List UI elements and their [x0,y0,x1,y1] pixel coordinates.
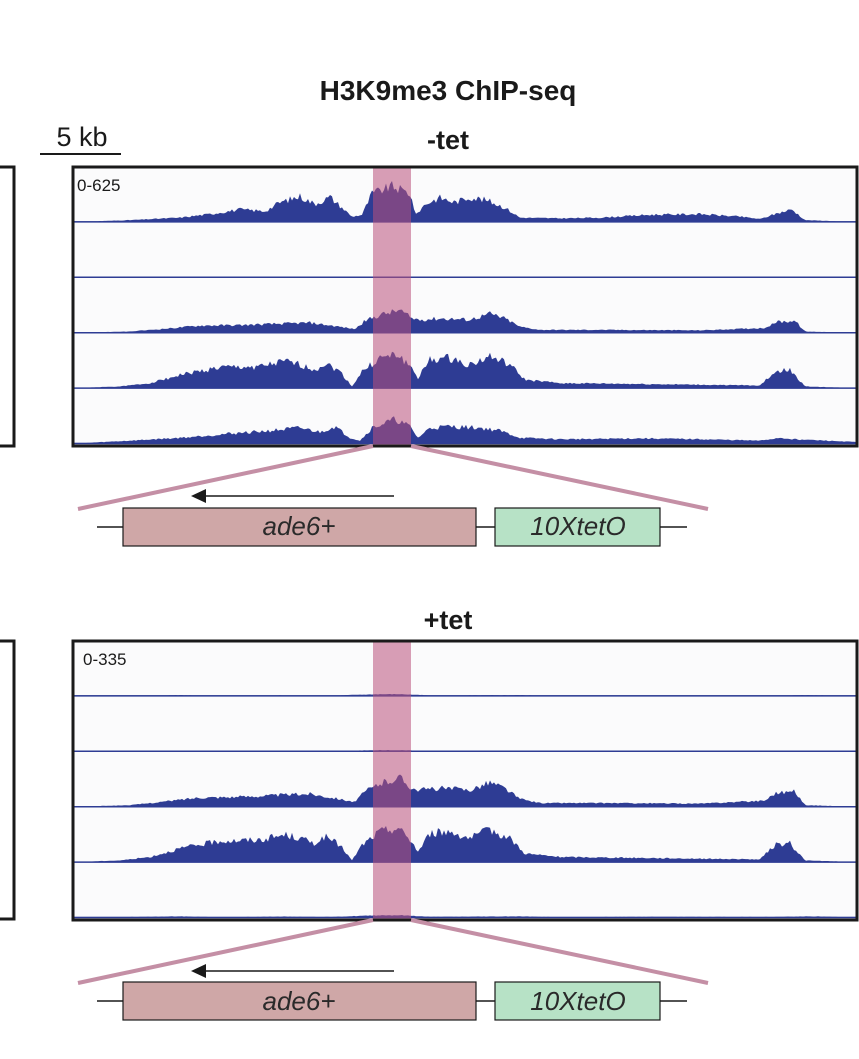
data-range-label: 0-335 [83,650,126,669]
highlight-region [373,168,411,445]
signal-track [74,181,857,222]
arrowhead-icon [191,964,206,978]
track-background [74,697,857,753]
left-cropped-panel-top [0,165,16,448]
ade6-label: ade6+ [262,986,335,1016]
ade6-gene-box [122,507,477,547]
zoom-line-left [77,918,374,985]
tetO-label: 10XtetO [530,511,625,541]
panel-border [71,639,859,922]
data-range-label: 0-625 [77,176,120,195]
figure-title: H3K9me3 ChIP-seq [320,75,577,106]
zoom-line-right [410,444,709,511]
track-group [74,168,857,445]
signal-track [74,826,857,863]
condition-label: +tet [424,605,473,635]
track-background [74,223,857,279]
track-background [74,863,857,919]
panel-plus-tet: +tet 0-335 ade6+ 10XtetO [71,605,859,1021]
signal-track [74,416,857,444]
panel-minus-tet: -tet 0-625 ade6+ 10XtetO [71,125,859,547]
ade6-label: ade6+ [262,511,335,541]
signal-track [74,351,857,389]
condition-label: -tet [427,125,469,155]
zoom-line-left [77,444,374,511]
highlight-region [373,642,411,919]
locus-map: ade6+ 10XtetO [97,964,687,1021]
ade6-gene-box [122,981,477,1021]
signal-track [74,309,857,333]
left-cropped-panel-bottom [0,639,16,921]
tetO-box [494,981,661,1021]
track-background [74,642,857,698]
tetO-label: 10XtetO [530,986,625,1016]
zoom-line-right [410,918,709,985]
locus-map: ade6+ 10XtetO [97,489,687,547]
scale-bar: 5 kb [40,122,121,155]
scale-bar-label: 5 kb [56,122,107,152]
track-group [74,642,857,919]
panel-border [71,165,859,448]
tetO-box [494,507,661,547]
arrowhead-icon [191,489,206,503]
signal-track [74,774,857,807]
